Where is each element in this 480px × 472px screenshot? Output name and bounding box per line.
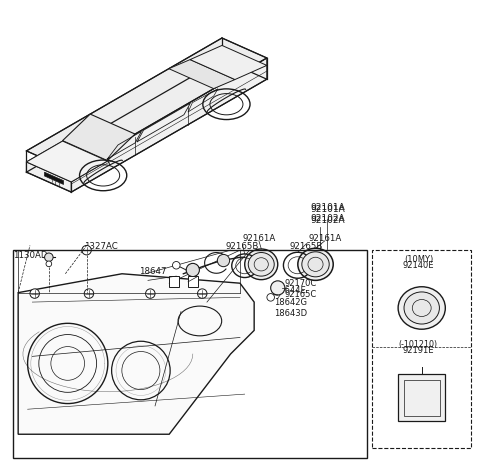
- Circle shape: [217, 254, 229, 267]
- Polygon shape: [71, 58, 267, 192]
- Text: 92185
92186: 92185 92186: [165, 312, 192, 332]
- Ellipse shape: [404, 292, 439, 324]
- Text: 92140E: 92140E: [403, 261, 434, 270]
- Circle shape: [271, 281, 285, 295]
- Circle shape: [82, 245, 91, 255]
- Polygon shape: [26, 162, 71, 192]
- Polygon shape: [18, 274, 254, 434]
- Text: (-101210): (-101210): [399, 340, 438, 349]
- Text: 1327AC: 1327AC: [84, 242, 118, 252]
- Text: 1130AD: 1130AD: [13, 251, 48, 261]
- Bar: [398, 374, 445, 421]
- Ellipse shape: [298, 248, 333, 280]
- Polygon shape: [45, 172, 63, 185]
- Ellipse shape: [245, 249, 278, 279]
- Ellipse shape: [248, 253, 274, 276]
- Circle shape: [267, 294, 275, 301]
- Polygon shape: [26, 141, 108, 182]
- Circle shape: [84, 289, 94, 298]
- Ellipse shape: [398, 287, 445, 329]
- Bar: [372, 250, 471, 448]
- Circle shape: [186, 263, 199, 277]
- Polygon shape: [190, 45, 267, 80]
- Text: 18647D: 18647D: [188, 281, 222, 290]
- Text: 92165B: 92165B: [289, 242, 323, 251]
- Polygon shape: [62, 114, 135, 160]
- Text: 92191E: 92191E: [403, 346, 434, 355]
- Ellipse shape: [302, 252, 329, 277]
- Circle shape: [145, 289, 155, 298]
- Polygon shape: [169, 59, 235, 89]
- Polygon shape: [26, 38, 267, 171]
- Text: 92101A
92102A: 92101A 92102A: [310, 203, 345, 223]
- Text: 92170C
92165C: 92170C 92165C: [285, 279, 317, 299]
- Circle shape: [46, 261, 52, 267]
- Circle shape: [30, 289, 39, 298]
- Text: 92161A: 92161A: [242, 234, 276, 243]
- Text: 92101A
92102A: 92101A 92102A: [310, 205, 345, 225]
- Text: 92165B: 92165B: [226, 242, 259, 251]
- Text: 92161A: 92161A: [308, 234, 342, 243]
- Bar: [169, 276, 179, 287]
- Text: 18647
18647B: 18647 18647B: [139, 267, 172, 287]
- Text: (10MY): (10MY): [404, 255, 433, 264]
- Circle shape: [198, 289, 207, 298]
- Circle shape: [172, 261, 180, 269]
- Text: 18644E
18642G
18643D: 18644E 18642G 18643D: [274, 287, 307, 318]
- Bar: [188, 276, 198, 287]
- Bar: [13, 250, 368, 458]
- Circle shape: [45, 253, 53, 261]
- Bar: [404, 379, 440, 416]
